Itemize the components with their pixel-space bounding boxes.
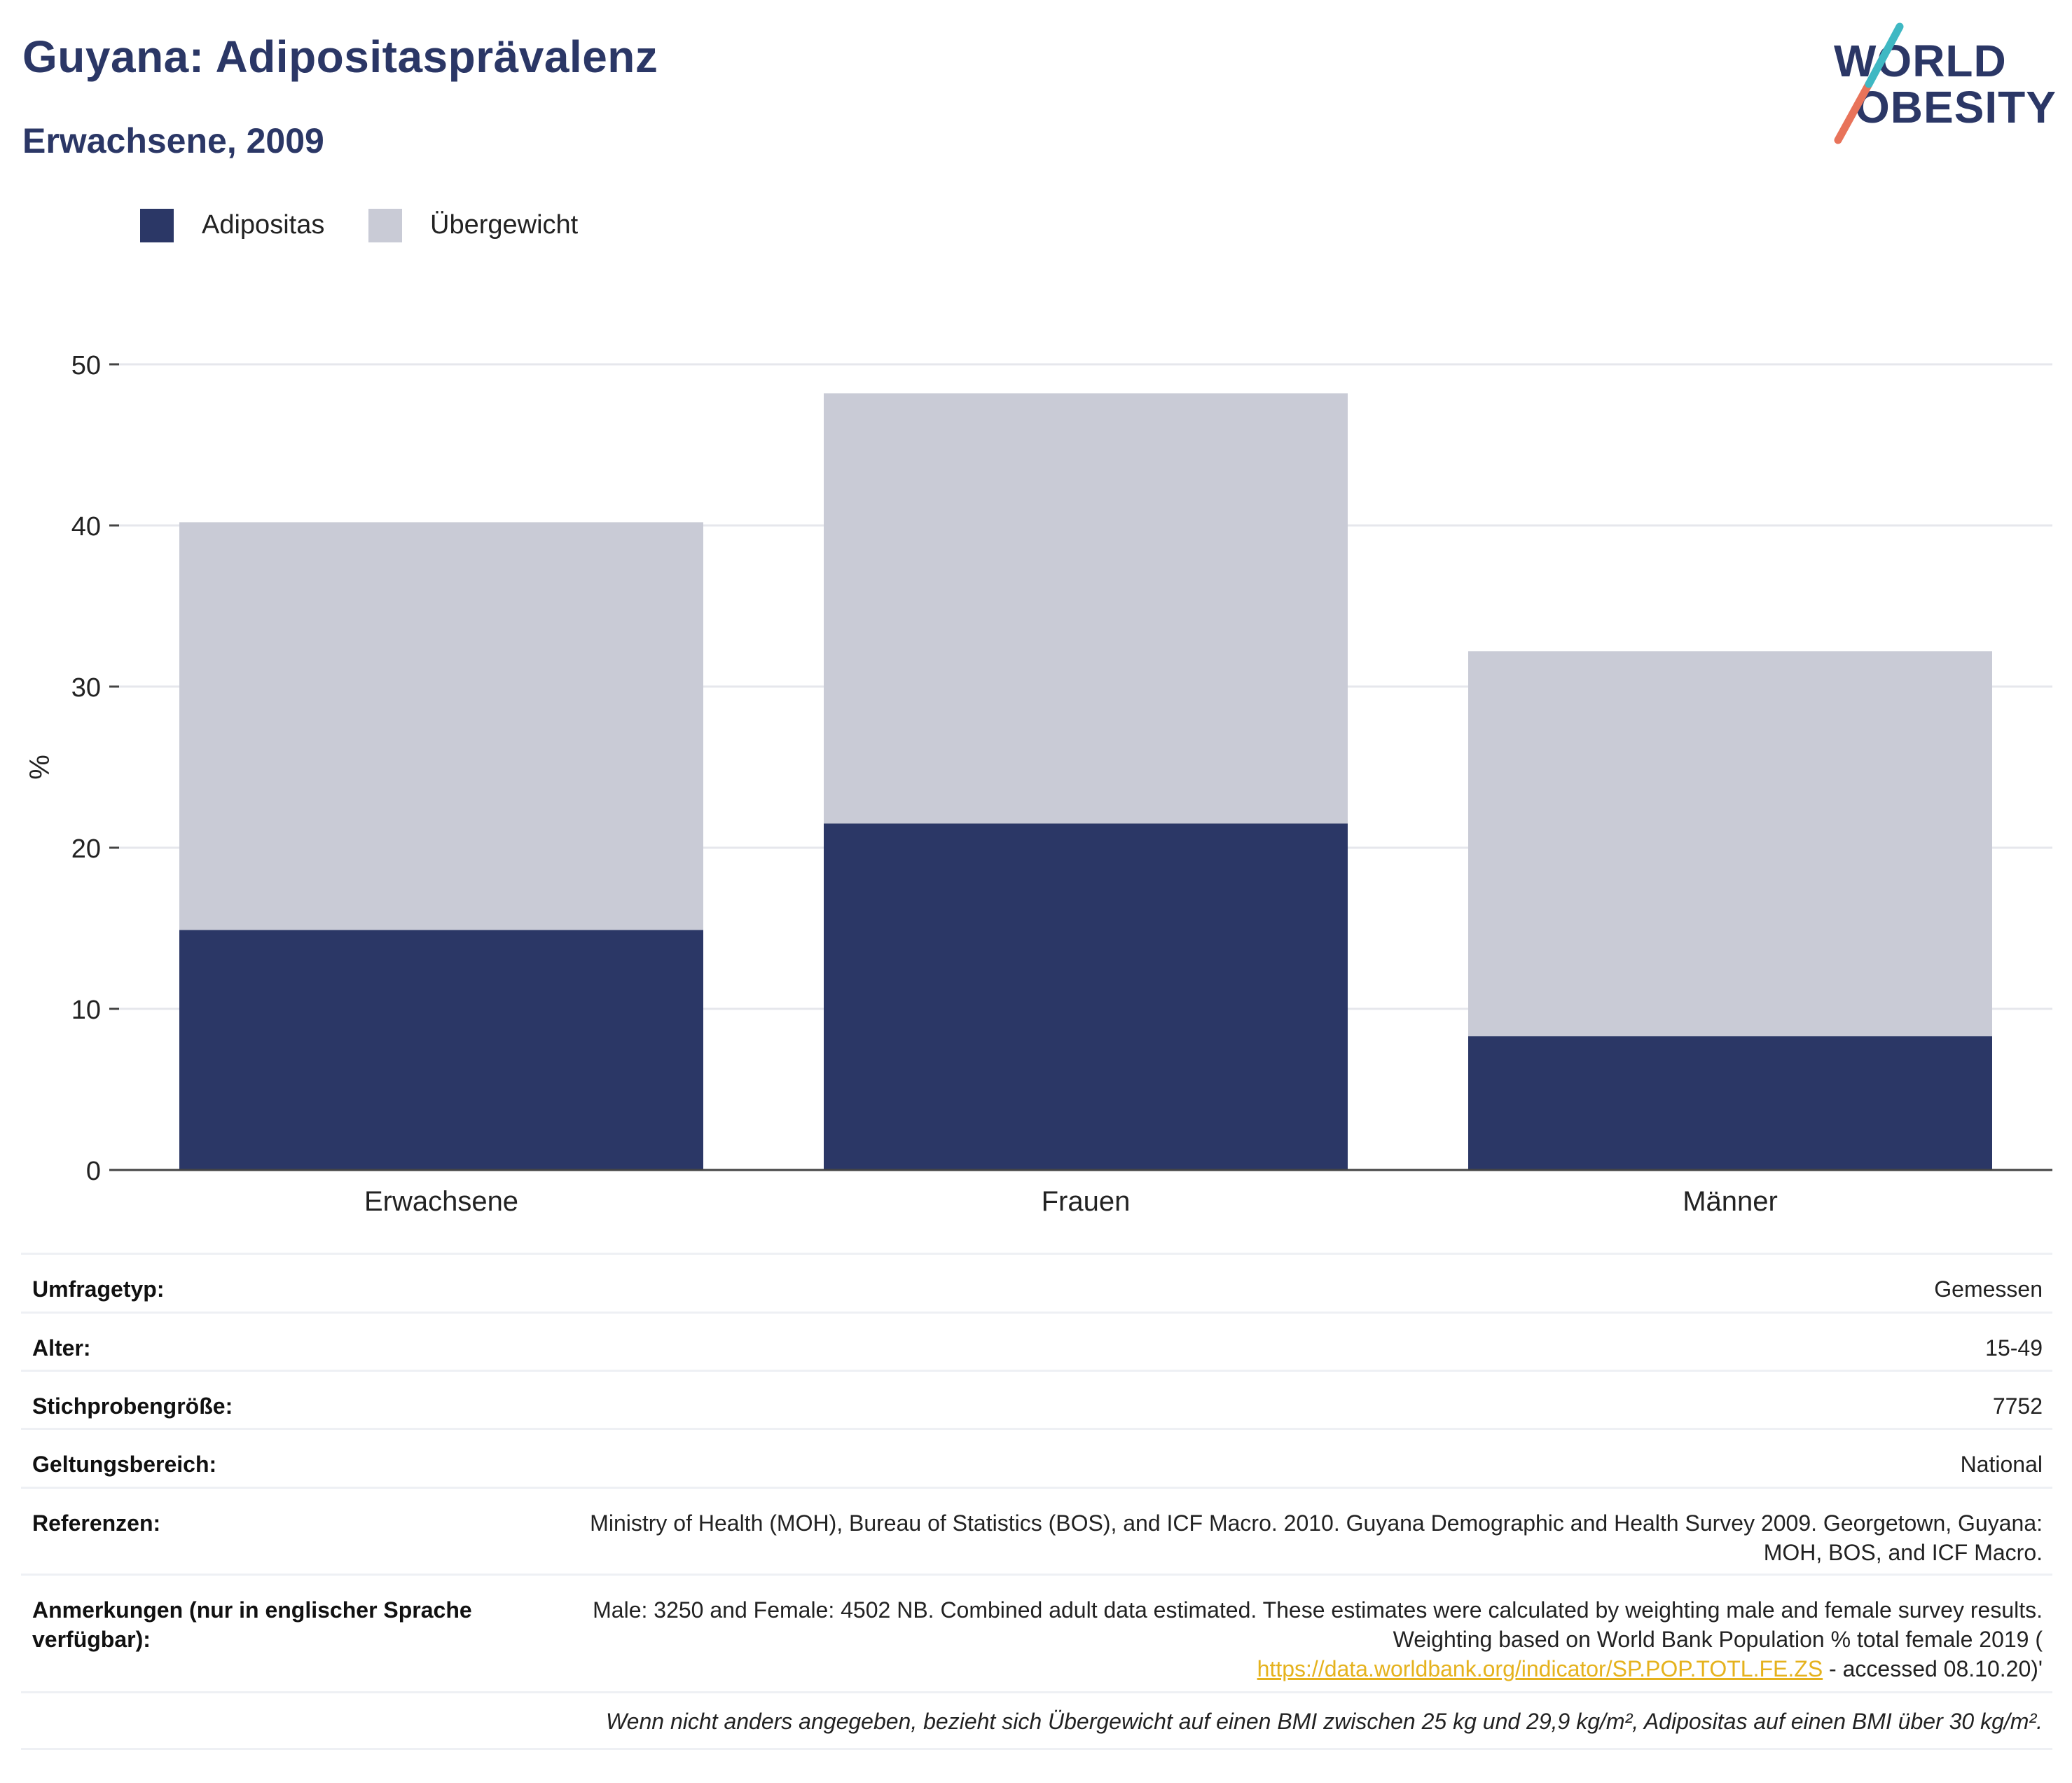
meta-row-survey-type: Umfragetyp: Gemessen <box>21 1253 2052 1312</box>
meta-label: Referenzen: <box>32 1510 161 1536</box>
stacked-bar-chart: Erwachsene Frauen Männer 0 10 20 30 40 50% <box>25 351 2052 1217</box>
meta-label: Anmerkungen (nur in englischer Sprache v… <box>32 1597 472 1652</box>
meta-value: 7752 <box>1992 1393 2043 1419</box>
meta-value: 15-49 <box>1985 1335 2043 1361</box>
x-tick-label: Frauen <box>1042 1186 1131 1217</box>
logo-slash-icon <box>1834 22 1904 144</box>
x-tick-label: Erwachsene <box>364 1186 518 1217</box>
page-subtitle: Erwachsene, 2009 <box>22 121 324 160</box>
meta-row-scope: Geltungsbereich: National <box>21 1428 2052 1487</box>
y-tick-label: 30 <box>71 673 101 703</box>
notes-text: Male: 3250 and Female: 4502 NB. Combined… <box>593 1597 2043 1652</box>
y-tick-label: 0 <box>86 1157 101 1186</box>
logo-line-2: OBESITY <box>1855 82 2057 132</box>
legend-swatch-adipositas <box>140 209 174 242</box>
meta-row-age: Alter: 15-49 <box>21 1312 2052 1370</box>
bar-adipositas-0 <box>179 930 703 1170</box>
y-tick-label: 40 <box>71 512 101 542</box>
y-tick-label: 20 <box>71 834 101 864</box>
bar-uebergewicht-0 <box>179 522 703 930</box>
world-obesity-logo: WORLD OBESITY <box>1821 20 2056 153</box>
meta-label: Stichprobengröße: <box>32 1393 233 1419</box>
y-tick-label: 50 <box>71 351 101 380</box>
page-title: Guyana: Adipositasprävalenz <box>22 32 658 82</box>
meta-row-sample-size: Stichprobengröße: 7752 <box>21 1370 2052 1428</box>
y-tick-label: 10 <box>71 996 101 1025</box>
bar-uebergewicht-2 <box>1468 651 1992 1037</box>
legend-label-uebergewicht: Übergewicht <box>430 210 579 240</box>
x-tick-label: Männer <box>1683 1186 1778 1217</box>
meta-label: Umfragetyp: <box>32 1276 165 1302</box>
meta-row-notes: Anmerkungen (nur in englischer Sprache v… <box>21 1574 2052 1691</box>
meta-value: Male: 3250 and Female: 4502 NB. Combined… <box>551 1595 2043 1684</box>
y-axis-label: % <box>25 755 55 780</box>
bar-uebergewicht-1 <box>824 393 1348 824</box>
meta-value: National <box>1960 1452 2043 1477</box>
worldbank-link[interactable]: https://data.worldbank.org/indicator/SP.… <box>1257 1656 1823 1681</box>
meta-value: Ministry of Health (MOH), Bureau of Stat… <box>590 1510 2043 1565</box>
bar-adipositas-2 <box>1468 1036 1992 1170</box>
footnote-text: Wenn nicht anders angegeben, bezieht sic… <box>606 1709 2043 1734</box>
legend-swatch-uebergewicht <box>368 209 402 242</box>
meta-value: Gemessen <box>1934 1276 2043 1302</box>
meta-label: Geltungsbereich: <box>32 1452 217 1477</box>
bmi-footnote: Wenn nicht anders angegeben, bezieht sic… <box>21 1691 2052 1750</box>
logo-line-1: WORLD <box>1834 36 2007 86</box>
bar-adipositas-1 <box>824 823 1348 1170</box>
notes-text-after: - accessed 08.10.20)' <box>1823 1656 2043 1681</box>
meta-label: Alter: <box>32 1335 91 1361</box>
metadata-table: Umfragetyp: Gemessen Alter: 15-49 Stichp… <box>21 1253 2052 1750</box>
legend-label-adipositas: Adipositas <box>202 210 325 240</box>
meta-row-references: Referenzen: Ministry of Health (MOH), Bu… <box>21 1487 2052 1574</box>
